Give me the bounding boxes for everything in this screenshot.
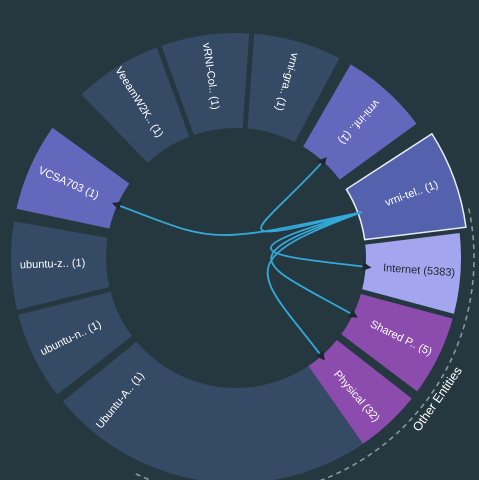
segment-vrni-gra[interactable]: vrni-gra.. (1) bbox=[247, 33, 340, 143]
segment-wedge[interactable] bbox=[362, 233, 461, 314]
segment-vcsa703[interactable]: VCSA703 (1) bbox=[16, 127, 130, 229]
group-arc bbox=[135, 208, 475, 480]
flow-line[interactable] bbox=[260, 157, 363, 233]
segment-veeamw2k[interactable]: VeeamW2K.. (1) bbox=[81, 47, 190, 163]
flow-line[interactable] bbox=[266, 211, 363, 361]
segment-unlabeled-8[interactable] bbox=[109, 365, 363, 480]
segment-wedge[interactable] bbox=[18, 291, 133, 395]
flow-line[interactable] bbox=[270, 211, 363, 318]
flow-line[interactable] bbox=[269, 211, 372, 271]
segment-wedge[interactable] bbox=[303, 64, 417, 180]
segment-wedge[interactable] bbox=[62, 341, 175, 458]
segment-wedge[interactable] bbox=[341, 294, 453, 392]
segment-internet[interactable]: Internet (5383) bbox=[362, 233, 461, 314]
segment-label: ubuntu-z.. (1) bbox=[20, 257, 86, 271]
segment-wedge[interactable] bbox=[303, 339, 412, 452]
segment-vrni-tel[interactable]: vrni-tel.. (1) bbox=[345, 132, 467, 241]
segment-wedge[interactable] bbox=[161, 32, 250, 136]
flow-line[interactable] bbox=[111, 201, 363, 236]
segment-ubuntu-z[interactable]: ubuntu-z.. (1) bbox=[11, 221, 110, 311]
segment-label: Internet (5383) bbox=[383, 262, 456, 279]
segment-shared-p[interactable]: Shared P.. (5) bbox=[341, 294, 453, 392]
segments-layer: VeeamW2K.. (1) vRNI-Col.. (1) vrni-gra.. (… bbox=[11, 32, 467, 480]
segment-ubuntu-n[interactable]: ubuntu-n.. (1) bbox=[18, 291, 133, 395]
segment-wedge[interactable] bbox=[247, 33, 340, 143]
segment-wedge[interactable] bbox=[16, 127, 130, 229]
segment-ubuntu-a[interactable]: Ubuntu-A.. (1) bbox=[62, 341, 175, 458]
flows-layer bbox=[111, 157, 372, 361]
segment-wedge[interactable] bbox=[81, 47, 190, 163]
segment-vrni-inf[interactable]: vrni-inf.. (1) bbox=[303, 64, 417, 180]
segment-wedge[interactable] bbox=[11, 221, 110, 311]
segment-wedge[interactable] bbox=[345, 132, 467, 241]
segment-vrni-col[interactable]: vRNI-Col.. (1) bbox=[161, 32, 250, 136]
segment-wedge[interactable] bbox=[109, 365, 363, 480]
